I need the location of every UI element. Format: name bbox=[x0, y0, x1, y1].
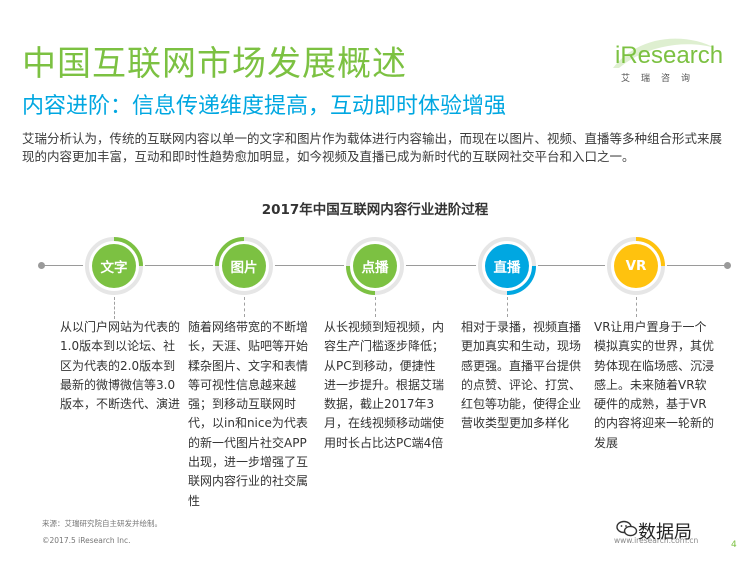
logo-subtitle: 艾瑞咨询 bbox=[621, 74, 702, 84]
stage-label: 文字 bbox=[92, 244, 136, 288]
stage-text: 文字 bbox=[83, 235, 145, 297]
stage-description: 从以门户网站为代表的1.0版本到以论坛、社区为代表的2.0版本到最新的微博微信等… bbox=[60, 320, 181, 412]
copyright: ©2017.5 iResearch Inc. bbox=[42, 536, 131, 545]
intro-text: 艾瑞分析认为，传统的互联网内容以单一的文字和图片作为载体进行内容输出，而现在以图… bbox=[22, 131, 723, 164]
logo-leaf-icon bbox=[613, 38, 715, 68]
timeline-start-dot bbox=[38, 262, 45, 269]
stage-label: VR bbox=[614, 244, 658, 288]
page-title: 中国互联网市场发展概述 bbox=[22, 44, 407, 84]
stage-vod: 点播 bbox=[344, 235, 406, 297]
connector-line bbox=[636, 297, 637, 317]
wechat-icon bbox=[616, 520, 638, 537]
stage-image: 图片 bbox=[213, 235, 275, 297]
source-note: 来源：艾瑞研究院自主研发并绘制。 bbox=[42, 519, 162, 528]
connector-line bbox=[507, 297, 508, 317]
stage-description: 相对于录播，视频直播更加真实和生动，现场感更强。直播平台提供的点赞、评论、打赏、… bbox=[461, 320, 582, 431]
timeline-end-dot bbox=[724, 262, 731, 269]
iresearch-logo: iResearch 艾瑞咨询 bbox=[611, 38, 723, 84]
watermark: 数据局 bbox=[638, 522, 692, 543]
stage-ring-icon bbox=[346, 237, 404, 295]
logo-name: iResearch bbox=[615, 42, 724, 69]
stage-ring-icon bbox=[215, 237, 273, 295]
stage-ring-icon bbox=[607, 237, 665, 295]
connector-line bbox=[244, 297, 245, 317]
section-title: 2017年中国互联网内容行业进阶过程 bbox=[261, 202, 489, 218]
stage-vr: VR bbox=[605, 235, 667, 297]
page-number: 4 bbox=[731, 540, 737, 550]
website-url: www.iresearch.com.cn bbox=[614, 536, 699, 545]
stage-label: 直播 bbox=[485, 244, 529, 288]
page-subtitle: 内容进阶：信息传递维度提高，互动即时体验增强 bbox=[22, 94, 507, 119]
stage-ring-icon bbox=[478, 237, 536, 295]
stage-description: 随着网络带宽的不断增长，天涯、贴吧等开始糅杂图片、文字和表情等可视性信息越来越强… bbox=[188, 320, 309, 508]
stage-ring-icon bbox=[85, 237, 143, 295]
stage-description: 从长视频到短视频，内容生产门槛逐步降低；从PC到移动，便捷性进一步提升。根据艾瑞… bbox=[324, 320, 445, 450]
stage-label: 图片 bbox=[222, 244, 266, 288]
stage-description: VR让用户置身于一个模拟真实的世界，其优势体现在临场感、沉浸感上。未来随着VR软… bbox=[594, 320, 715, 450]
connector-line bbox=[114, 297, 115, 319]
connector-line bbox=[375, 297, 376, 317]
stage-live: 直播 bbox=[476, 235, 538, 297]
stage-label: 点播 bbox=[353, 244, 397, 288]
